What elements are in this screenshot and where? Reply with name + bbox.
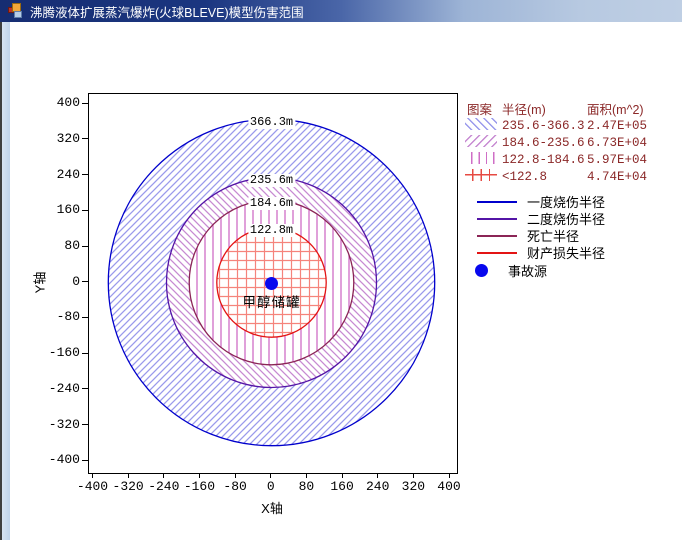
y-tick [82, 209, 88, 211]
y-tick [82, 424, 88, 425]
legend-area-value: 2.47E+05 [587, 118, 648, 133]
y-tick-label: 0 [72, 273, 80, 289]
x-tick-label: 400 [437, 479, 461, 494]
x-tick [92, 473, 93, 478]
y-tick-label: 320 [56, 130, 80, 146]
x-tick-label: -80 [223, 479, 247, 494]
x-tick [448, 473, 450, 478]
y-tick [82, 459, 88, 461]
ring-radius-label: 184.6m [247, 196, 296, 210]
legend-radius-value: <122.8 [502, 169, 548, 184]
x-tick-label: 0 [266, 479, 275, 494]
damage-rings-chart [107, 118, 436, 447]
legend-line-row: 二度烧伤半径 [465, 210, 680, 227]
y-tick [82, 316, 88, 318]
x-tick-label: 160 [330, 479, 354, 494]
window-title: 沸腾液体扩展蒸汽爆炸(火球BLEVE)模型伤害范围 [30, 5, 304, 20]
x-tick [377, 473, 379, 478]
legend-area-value: 6.73E+04 [587, 135, 648, 150]
y-tick-label: 240 [56, 166, 80, 182]
y-axis-title: Y轴 [32, 271, 48, 294]
legend: 图案 半径(m) 面积(m^2) 235.6-366.3 2.47E+05 184.… [465, 100, 680, 279]
y-tick-label: -320 [48, 416, 80, 432]
y-tick-label: -160 [48, 345, 80, 361]
accident-source-icon [475, 263, 488, 277]
legend-line-sample-icon [477, 200, 517, 203]
x-tick [305, 473, 307, 478]
y-tick [82, 352, 88, 354]
legend-header-radius: 半径(m) [502, 103, 546, 117]
x-tick [412, 473, 414, 478]
x-tick-label: -240 [148, 479, 180, 494]
legend-line-label: 二度烧伤半径 [527, 212, 606, 227]
legend-line-label: 财产损失半径 [527, 246, 606, 261]
tank-center-label: 甲醇储罐 [242, 295, 301, 310]
form-icon-blue-square [14, 11, 22, 18]
legend-pattern-rows: 235.6-366.3 2.47E+05 184.6-235.6 6.73E+04 12… [465, 117, 680, 185]
legend-line-label: 死亡半径 [527, 229, 580, 244]
x-tick-label: -400 [76, 479, 109, 494]
x-tick [198, 473, 200, 478]
legend-header-row: 图案 半径(m) 面积(m^2) [465, 100, 680, 117]
ring-radius-label: 235.6m [247, 173, 296, 187]
accident-source-label: 事故源 [508, 263, 548, 279]
legend-line-rows: 一度烧伤半径 二度烧伤半径 死亡半径财产损失半径 [465, 193, 680, 261]
legend-line-sample-icon [477, 217, 517, 220]
x-tick [341, 473, 343, 478]
x-tick-label: 80 [298, 479, 315, 494]
y-tick [82, 388, 88, 390]
y-tick-label: -80 [56, 309, 80, 325]
cross-grid-swatch-icon [465, 168, 497, 181]
x-tick [234, 473, 236, 478]
legend-line-row: 死亡半径 [465, 227, 680, 244]
legend-area-value: 4.74E+04 [587, 169, 648, 184]
legend-header-pattern: 图案 [467, 103, 493, 117]
hatch-forward-swatch-icon [465, 117, 497, 130]
legend-line-label: 一度烧伤半径 [527, 195, 606, 210]
legend-source-row: 事故源 [465, 261, 680, 279]
legend-pattern-row: 235.6-366.3 2.47E+05 [465, 117, 680, 134]
hatch-back-swatch-icon [465, 134, 497, 147]
y-tick-label: 80 [64, 238, 80, 253]
x-tick-label: -320 [112, 479, 144, 494]
y-tick [82, 138, 88, 140]
x-tick-label: -160 [183, 479, 216, 494]
vertical-lines-swatch-icon [465, 151, 497, 164]
legend-pattern-row: 184.6-235.6 6.73E+04 [465, 134, 680, 151]
legend-header-area: 面积(m^2) [587, 103, 644, 117]
x-tick [163, 473, 165, 478]
legend-pattern-row: 122.8-184.6 5.97E+04 [465, 151, 680, 168]
x-tick [127, 473, 129, 478]
window-left-strip [2, 22, 10, 540]
y-tick [82, 102, 88, 104]
y-tick-label: 160 [56, 202, 80, 218]
plot-area: 366.3m 235.6m 184.6m 122.8m 甲醇储罐 [88, 93, 458, 474]
legend-radius-value: 184.6-235.6 [502, 135, 585, 150]
window-titlebar[interactable]: 沸腾液体扩展蒸汽爆炸(火球BLEVE)模型伤害范围 [0, 0, 682, 22]
legend-area-value: 5.97E+04 [587, 152, 648, 167]
legend-radius-value: 122.8-184.6 [502, 152, 585, 167]
y-tick-label: -240 [48, 380, 80, 396]
x-axis-title: X轴 [261, 501, 283, 516]
ring-radius-label: 366.3m [247, 115, 296, 129]
y-tick-label: -400 [48, 452, 80, 468]
legend-line-row: 一度烧伤半径 [465, 193, 680, 210]
legend-line-sample-icon [477, 234, 517, 237]
legend-radius-value: 235.6-366.3 [502, 118, 585, 133]
y-tick [82, 174, 88, 176]
y-tick-label: 400 [56, 95, 80, 111]
x-tick-label: 320 [401, 479, 426, 494]
legend-line-row: 财产损失半径 [465, 244, 680, 261]
window-left-border [0, 22, 2, 540]
x-tick-label: 240 [365, 479, 390, 494]
legend-pattern-row: <122.8 4.74E+04 [465, 168, 680, 185]
ring-radius-label: 122.8m [247, 223, 296, 237]
y-tick [82, 245, 88, 247]
legend-line-sample-icon [477, 251, 517, 254]
y-tick [82, 281, 88, 283]
x-tick [270, 473, 272, 478]
accident-source-dot [265, 277, 278, 290]
form-icon[interactable] [8, 3, 24, 19]
